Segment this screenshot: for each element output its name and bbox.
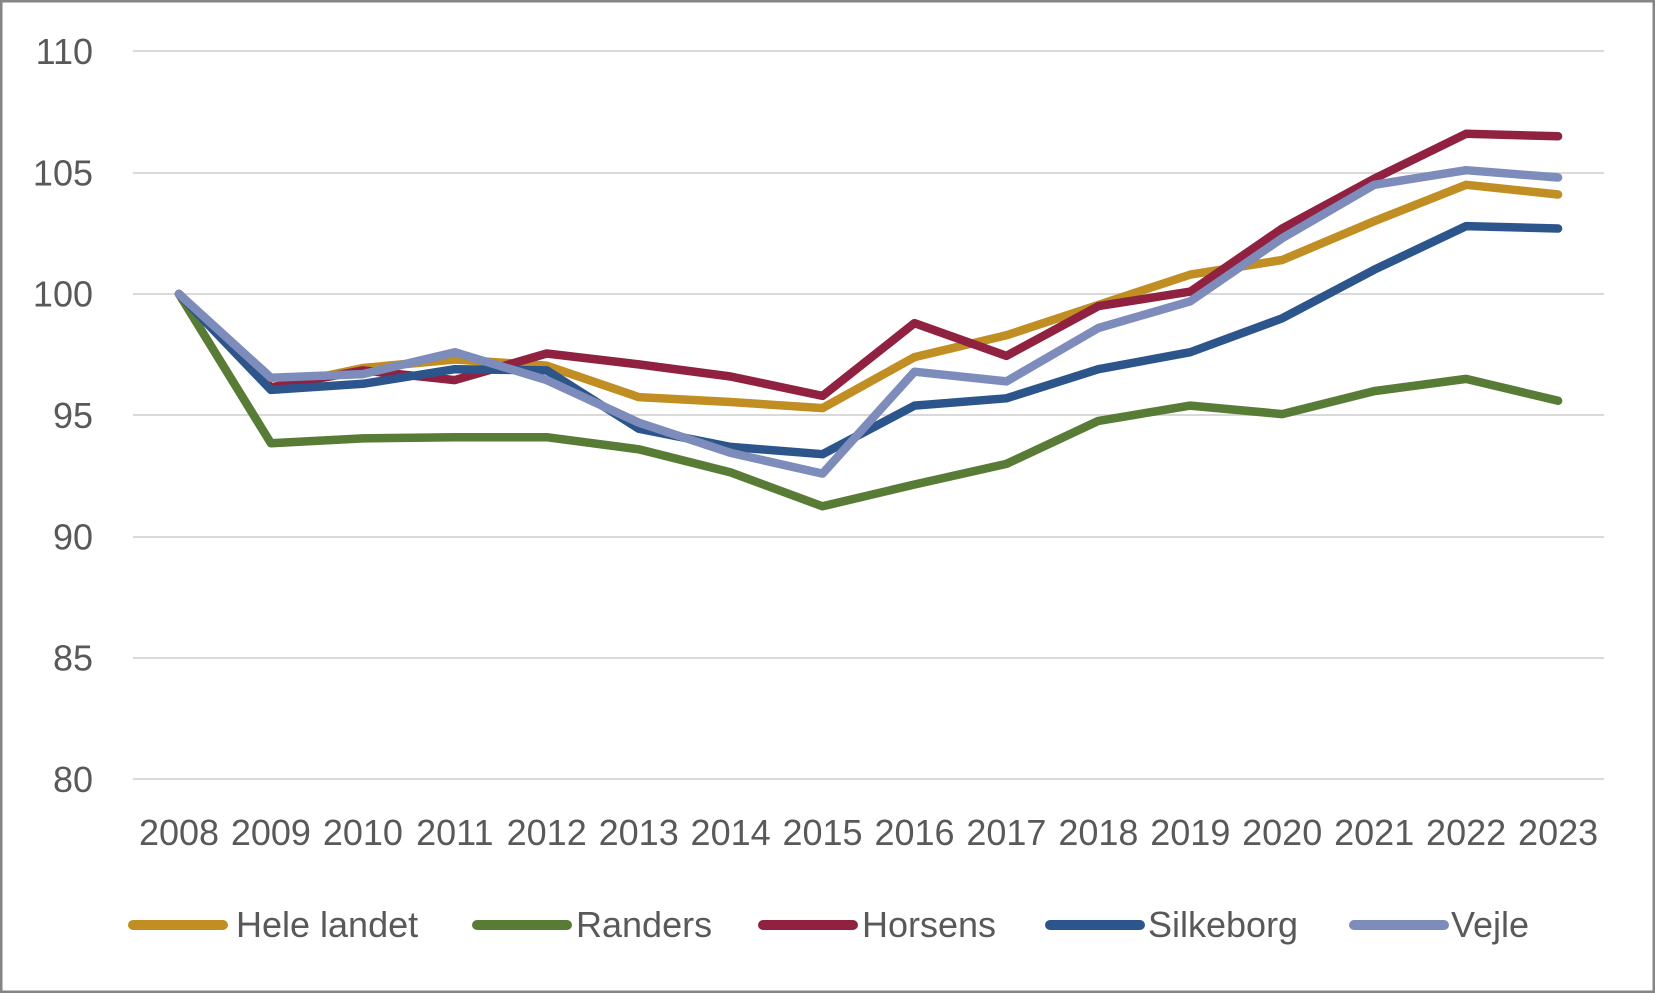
svg-text:95: 95 bbox=[53, 395, 93, 436]
svg-text:Randers: Randers bbox=[576, 904, 712, 945]
svg-text:2021: 2021 bbox=[1334, 812, 1414, 853]
svg-text:2014: 2014 bbox=[691, 812, 771, 853]
svg-text:Silkeborg: Silkeborg bbox=[1148, 904, 1298, 945]
svg-text:90: 90 bbox=[53, 516, 93, 557]
svg-text:2016: 2016 bbox=[874, 812, 954, 853]
svg-text:Horsens: Horsens bbox=[862, 904, 996, 945]
svg-text:2012: 2012 bbox=[507, 812, 587, 853]
svg-text:2008: 2008 bbox=[139, 812, 219, 853]
svg-text:2009: 2009 bbox=[231, 812, 311, 853]
svg-text:105: 105 bbox=[33, 152, 93, 193]
svg-text:110: 110 bbox=[36, 31, 93, 72]
svg-text:2019: 2019 bbox=[1150, 812, 1230, 853]
svg-text:2017: 2017 bbox=[966, 812, 1046, 853]
svg-text:2022: 2022 bbox=[1426, 812, 1506, 853]
svg-text:80: 80 bbox=[53, 759, 93, 800]
svg-text:2010: 2010 bbox=[323, 812, 403, 853]
svg-text:2013: 2013 bbox=[599, 812, 679, 853]
svg-text:2023: 2023 bbox=[1518, 812, 1598, 853]
svg-text:Hele landet: Hele landet bbox=[236, 904, 418, 945]
svg-text:85: 85 bbox=[53, 638, 93, 679]
svg-text:Vejle: Vejle bbox=[1451, 904, 1529, 945]
svg-text:2018: 2018 bbox=[1058, 812, 1138, 853]
svg-text:2020: 2020 bbox=[1242, 812, 1322, 853]
svg-text:2011: 2011 bbox=[416, 812, 493, 853]
svg-text:2015: 2015 bbox=[782, 812, 862, 853]
svg-text:100: 100 bbox=[33, 274, 93, 315]
